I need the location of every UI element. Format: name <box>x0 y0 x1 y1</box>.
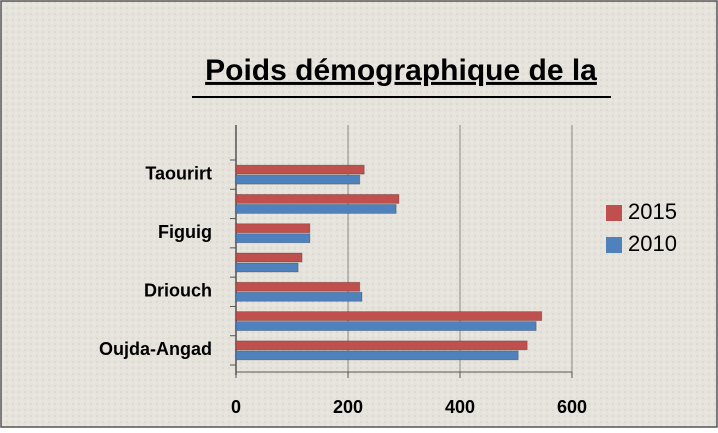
y-tick-label: Figuig <box>158 222 212 242</box>
bar <box>235 350 519 361</box>
y-tick-label: Taourirt <box>145 163 212 183</box>
legend-swatch <box>606 205 622 221</box>
bar <box>235 174 361 185</box>
bar <box>235 204 397 214</box>
bar <box>235 233 311 244</box>
bar <box>235 281 361 292</box>
x-tick-label: 400 <box>445 397 475 417</box>
bar <box>235 311 543 321</box>
y-tick-label: Driouch <box>144 281 212 301</box>
bar <box>235 223 311 234</box>
legend-label: 2015 <box>628 199 677 224</box>
bar <box>235 164 365 175</box>
bar <box>235 262 299 273</box>
x-tick-label: 600 <box>557 397 587 417</box>
bar <box>235 340 528 351</box>
y-tick-label: Oujda-Angad <box>99 339 212 359</box>
x-tick-label: 200 <box>333 397 363 417</box>
x-tick-label: 0 <box>231 397 241 417</box>
bar <box>235 291 363 302</box>
bar <box>235 252 303 263</box>
bar <box>235 321 537 331</box>
bar <box>235 194 400 204</box>
legend-swatch <box>606 237 622 253</box>
legend-label: 2010 <box>628 231 677 256</box>
chart-title: Poids démographique de la <box>205 54 597 87</box>
